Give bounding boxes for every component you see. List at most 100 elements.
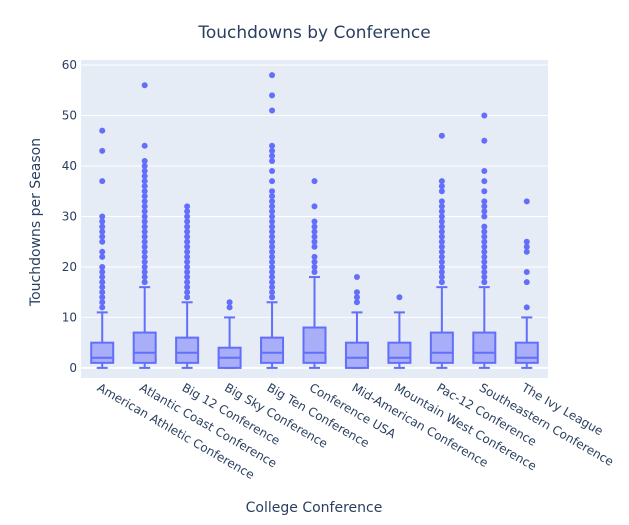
outlier-point (269, 72, 276, 79)
y-tick-label: 50 (62, 109, 77, 123)
outlier-point (311, 228, 318, 235)
y-tick-label: 10 (62, 310, 77, 324)
outlier-point (311, 218, 318, 225)
outlier-point (226, 299, 233, 306)
outlier-point (226, 304, 233, 311)
outlier-point (481, 137, 488, 144)
x-axis-title: College Conference (246, 500, 383, 516)
outlier-point (184, 203, 191, 210)
outlier-point (99, 178, 106, 185)
outlier-point (141, 269, 148, 275)
outlier-point (99, 289, 106, 296)
outlier-point (438, 243, 445, 250)
outlier-point (99, 233, 106, 240)
iqr-box (344, 341, 369, 369)
y-tick-label: 20 (62, 260, 77, 274)
iqr-box (472, 331, 497, 364)
outlier-point (269, 157, 276, 164)
iqr-box (132, 331, 157, 364)
outlier-point (353, 274, 360, 281)
outlier-point (141, 188, 148, 195)
outlier-point (311, 223, 318, 230)
outlier-point (311, 203, 318, 210)
outlier-point (269, 253, 276, 260)
outlier-point (269, 289, 276, 296)
outlier-point (269, 147, 276, 154)
outlier-point (99, 269, 106, 275)
outlier-point (184, 284, 191, 291)
outlier-point (141, 82, 148, 89)
outlier-point (481, 168, 488, 175)
outlier-point (141, 258, 148, 265)
outlier-point (184, 294, 191, 301)
outlier-point (481, 223, 488, 230)
outlier-point (99, 127, 106, 134)
outlier-point (99, 253, 106, 260)
outlier-point (481, 213, 488, 220)
outlier-point (353, 289, 360, 296)
outlier-point (523, 269, 530, 275)
outlier-point (99, 299, 106, 306)
outlier-point (523, 243, 530, 250)
outlier-point (141, 238, 148, 245)
outlier-point (141, 243, 148, 250)
outlier-point (438, 178, 445, 185)
outlier-point (141, 213, 148, 220)
outlier-point (438, 228, 445, 235)
outlier-point (481, 238, 488, 245)
iqr-box (260, 336, 285, 364)
outlier-point (523, 238, 530, 245)
outlier-point (438, 238, 445, 245)
outlier-point (311, 263, 318, 270)
outlier-point (481, 188, 488, 195)
outlier-point (184, 223, 191, 230)
outlier-point (269, 243, 276, 250)
outlier-point (141, 163, 148, 169)
outlier-point (269, 269, 276, 275)
outlier-point (184, 253, 191, 260)
outlier-point (184, 279, 191, 286)
outlier-point (99, 279, 106, 286)
boxes (90, 72, 539, 369)
box-5 (260, 72, 285, 369)
outlier-point (269, 178, 276, 185)
outlier-point (438, 198, 445, 205)
box-1 (90, 127, 115, 369)
outlier-point (141, 183, 148, 190)
outlier-point (438, 208, 445, 215)
chart-title: Touchdowns by Conference (197, 23, 430, 43)
outlier-point (481, 203, 488, 210)
outlier-point (481, 198, 488, 205)
outlier-point (184, 289, 191, 296)
box-9 (429, 132, 454, 369)
y-tick-label: 0 (69, 361, 77, 375)
outlier-point (141, 233, 148, 240)
outlier-point (269, 248, 276, 255)
outlier-point (184, 274, 191, 281)
outlier-point (269, 188, 276, 195)
outlier-point (269, 284, 276, 291)
outlier-point (311, 269, 318, 275)
outlier-point (438, 274, 445, 281)
y-axis-title: Touchdowns per Season (28, 138, 44, 307)
outlier-point (438, 213, 445, 220)
outlier-point (184, 233, 191, 240)
box-10 (472, 112, 497, 369)
outlier-point (481, 208, 488, 215)
outlier-point (184, 263, 191, 270)
outlier-point (269, 274, 276, 281)
outlier-point (438, 223, 445, 230)
outlier-point (438, 263, 445, 270)
outlier-point (438, 248, 445, 255)
outlier-point (141, 173, 148, 180)
outlier-point (99, 304, 106, 311)
outlier-point (269, 92, 276, 99)
outlier-point (353, 299, 360, 306)
outlier-point (438, 203, 445, 210)
outlier-point (269, 198, 276, 205)
outlier-point (184, 228, 191, 235)
outlier-point (269, 233, 276, 240)
outlier-point (311, 243, 318, 250)
outlier-point (269, 213, 276, 220)
outlier-point (141, 208, 148, 215)
